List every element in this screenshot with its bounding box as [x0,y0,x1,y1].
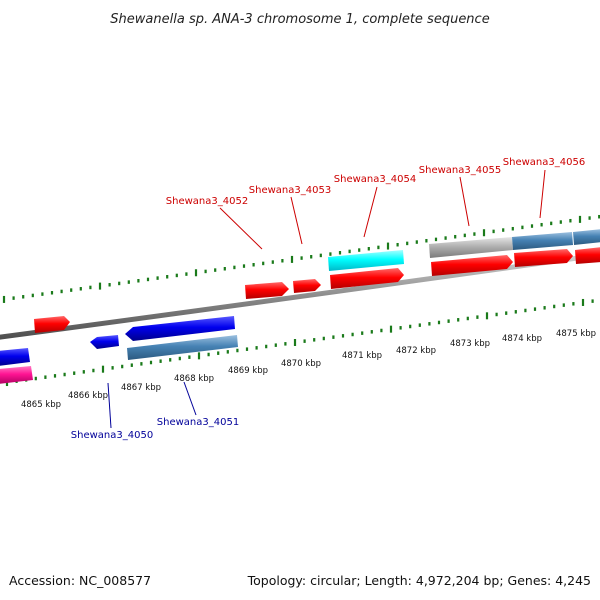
tick-label: 4869 kbp [228,366,268,376]
map-title: Shewanella sp. ANA-3 chromosome 1, compl… [110,12,489,27]
tick-label: 4870 kbp [281,359,321,369]
gene-bar-forward-4054[interactable] [328,250,404,271]
tick-label: 4874 kbp [502,334,542,344]
gene-arrow-reverse[interactable] [90,335,119,349]
gene-label-leader-line [107,382,112,429]
gene-label-shewana3-4055[interactable]: Shewana3_4055 [419,165,501,176]
gene-label-leader-line [363,186,378,238]
tick-label: 4875 kbp [556,329,596,339]
gene-arrow-forward[interactable] [575,247,600,264]
gene-bar-reverse-4051[interactable] [127,335,238,360]
gene-label-shewana3-4052[interactable]: Shewana3_4052 [166,196,248,207]
accession-text: Accession: NC_008577 [9,573,151,588]
gene-features [0,229,600,384]
gene-label-group: Shewana3_4050Shewana3_4051Shewana3_4052S… [71,157,585,441]
gene-arrow-forward-4055[interactable] [431,255,513,276]
gene-label-leader-line [539,169,546,219]
upper-tick-ring [2,214,600,303]
topology-text: Topology: circular; Length: 4,972,204 bp… [247,573,591,588]
gene-label-leader-line [183,381,197,416]
gene-bar-forward-4055[interactable] [429,237,513,258]
tick-label: 4866 kbp [68,391,108,401]
gene-label-shewana3-4056[interactable]: Shewana3_4056 [503,157,585,168]
gene-arrow-forward-4052[interactable] [245,282,289,299]
gene-label-shewana3-4050[interactable]: Shewana3_4050 [71,430,153,441]
gene-label-leader-line [459,176,470,227]
gene-bar-forward-4056[interactable] [512,232,573,250]
gene-arrow-reverse-4051[interactable] [125,316,235,341]
gene-arrow-forward-4053[interactable] [293,279,321,293]
gene-label-shewana3-4053[interactable]: Shewana3_4053 [249,185,331,196]
tick-label: 4865 kbp [21,400,61,410]
gene-arrow-forward-4056[interactable] [514,249,573,267]
tick-label: 4871 kbp [342,351,382,361]
tick-label: 4873 kbp [450,339,490,349]
gene-label-shewana3-4051[interactable]: Shewana3_4051 [157,417,239,428]
tick-label: 4872 kbp [396,346,436,356]
lower-tick-ring [5,298,594,387]
gene-arrow-reverse[interactable] [0,348,30,366]
tick-label-group: 4865 kbp 4866 kbp 4867 kbp 4868 kbp 4869 kbp… [21,329,596,410]
gene-arrow-forward[interactable] [34,316,70,333]
gene-arrow-reverse[interactable] [0,366,33,384]
gene-label-leader-line [290,196,303,245]
gene-arrow-forward-4054[interactable] [330,268,404,289]
gene-label-shewana3-4054[interactable]: Shewana3_4054 [334,174,416,185]
gene-label-leader-line [219,207,263,250]
tick-label: 4867 kbp [121,383,161,393]
gene-bar-forward[interactable] [573,229,600,245]
tick-label: 4868 kbp [174,374,214,384]
